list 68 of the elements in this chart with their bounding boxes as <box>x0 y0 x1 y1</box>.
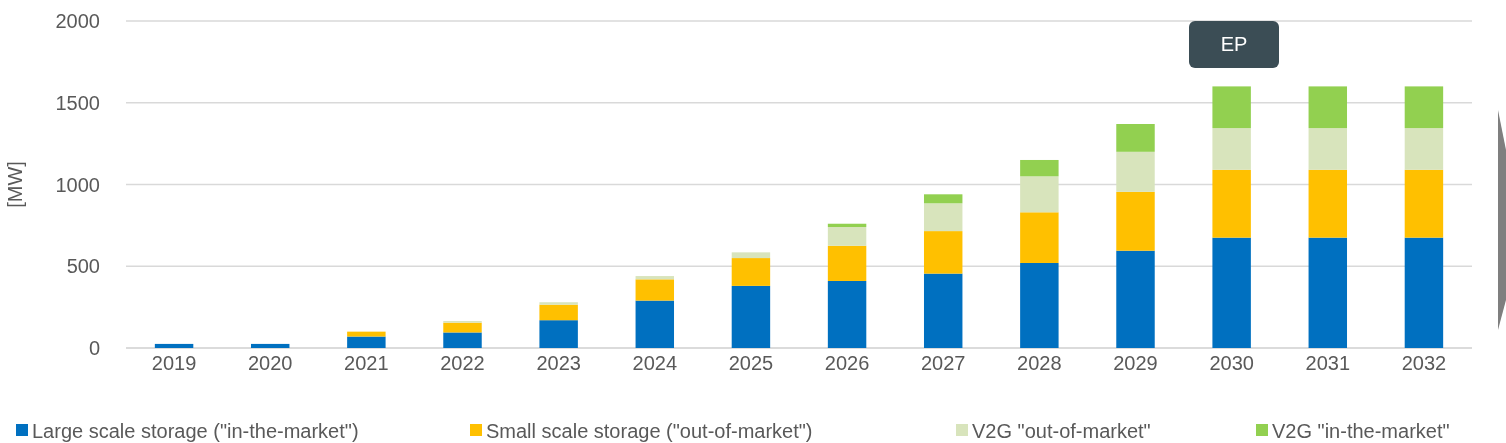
y-axis-title: [MW] <box>4 161 26 208</box>
x-tick-label: 2031 <box>1305 352 1351 374</box>
bar <box>1116 124 1155 152</box>
bar <box>635 300 675 348</box>
bar <box>1308 169 1348 238</box>
bar <box>1212 237 1251 348</box>
x-tick-label: 2024 <box>632 352 678 374</box>
y-tick-label: 1000 <box>55 173 100 196</box>
bar <box>1308 128 1348 170</box>
bar <box>1020 262 1059 348</box>
bar <box>1116 250 1155 348</box>
x-tick-label: 2030 <box>1209 352 1254 374</box>
bar <box>635 279 675 301</box>
x-tick-label: 2023 <box>536 352 581 374</box>
bar <box>1212 128 1251 170</box>
bar <box>443 332 482 348</box>
bar <box>1020 212 1059 263</box>
x-tick-label: 2026 <box>824 352 870 374</box>
bar <box>1116 151 1155 192</box>
bar <box>827 280 867 348</box>
bar <box>154 343 194 348</box>
bar <box>1308 86 1348 129</box>
bar <box>923 231 963 274</box>
bar <box>1308 237 1348 348</box>
bar <box>1212 86 1251 129</box>
bar <box>827 245 867 281</box>
bar <box>731 252 771 259</box>
y-tick-label: 1500 <box>55 91 100 114</box>
bar <box>923 203 963 232</box>
x-tick-label: 2021 <box>344 352 389 374</box>
bar <box>1404 86 1444 129</box>
bar <box>635 276 675 280</box>
bar <box>539 302 578 305</box>
annotation: EP <box>1220 33 1248 55</box>
x-tick-label: 2022 <box>440 352 485 374</box>
x-tick-label: 2032 <box>1401 352 1447 374</box>
x-tick-label: 2027 <box>920 352 966 374</box>
bar <box>1404 169 1444 238</box>
bar <box>539 304 578 321</box>
bar <box>731 285 771 348</box>
x-tick-label: 2019 <box>151 352 197 374</box>
bar <box>923 273 963 348</box>
legend-label: Large scale storage ("in-the-market") <box>32 420 359 442</box>
bar <box>347 336 386 348</box>
bar <box>827 227 867 246</box>
bar <box>1212 169 1251 238</box>
bar <box>923 194 963 204</box>
legend-label: Small scale storage ("out-of-market") <box>486 420 813 442</box>
bar <box>250 343 290 348</box>
y-tick-label: 2000 <box>55 10 100 32</box>
bar <box>443 322 482 333</box>
legend-label: V2G "out-of-market" <box>972 420 1151 442</box>
bar <box>539 320 578 348</box>
bar <box>1020 176 1059 213</box>
bar <box>1404 128 1444 170</box>
bar <box>1404 237 1444 348</box>
bar <box>827 223 867 228</box>
y-tick-label: 500 <box>66 255 100 278</box>
x-tick-label: 2028 <box>1017 352 1062 374</box>
y-tick-label: 0 <box>88 337 100 359</box>
x-tick-label: 2029 <box>1113 352 1158 374</box>
bar <box>347 331 386 337</box>
bar <box>1020 159 1059 177</box>
bar <box>731 258 771 286</box>
legend-label: V2G "in-the-market" <box>1272 420 1450 442</box>
x-tick-label: 2020 <box>247 352 293 374</box>
bar <box>1116 191 1155 251</box>
x-tick-label: 2025 <box>728 352 774 374</box>
